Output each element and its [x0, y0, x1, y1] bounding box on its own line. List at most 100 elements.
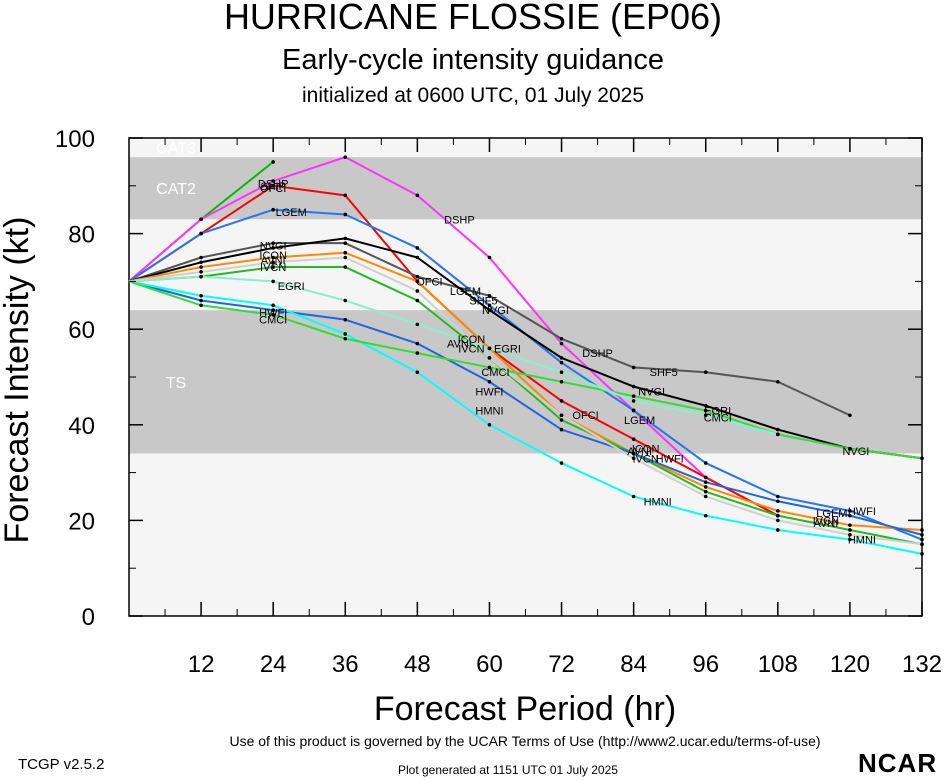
data-point — [920, 456, 924, 461]
y-tick-label: 60 — [68, 317, 95, 344]
data-point — [920, 537, 924, 542]
series-label-lgem: LGEM — [276, 207, 307, 219]
data-point — [559, 360, 564, 365]
series-line-nvgi — [128, 237, 923, 460]
series-label-lgem: LGEM — [816, 508, 847, 520]
y-tick-label: 0 — [82, 604, 95, 631]
data-point — [271, 255, 275, 260]
axes: 12 24 36 48 60 72 84 96 108 120 132 0 20 40 60 80 100 — [55, 126, 942, 678]
ncar-logo: NCAR — [858, 748, 938, 778]
series-label-hwfi: HWFI — [656, 453, 684, 465]
data-point — [631, 408, 636, 413]
series-label-shf5: SHF5 — [650, 367, 678, 379]
data-point — [415, 322, 420, 327]
series-points — [199, 155, 924, 556]
data-point — [343, 336, 348, 341]
data-point — [703, 475, 708, 480]
data-point — [631, 365, 636, 370]
x-tick-label: 120 — [830, 651, 870, 678]
data-point — [559, 427, 564, 432]
data-point — [776, 427, 780, 432]
series-labels: SHIPDSHPDSHPDSHPOFCIOFCIOFCILGEMLGEMLGEM… — [258, 178, 876, 546]
data-point — [199, 293, 203, 298]
data-point — [631, 456, 636, 461]
data-point — [703, 494, 708, 499]
data-point — [271, 279, 275, 284]
data-point — [271, 184, 275, 188]
data-point — [559, 341, 564, 346]
data-point — [776, 509, 780, 513]
x-axis-label: Forecast Period (hr) — [374, 690, 676, 728]
data-point — [703, 408, 708, 413]
series-label-hwfi: HWFI — [848, 506, 876, 518]
series-label-dshp: DSHP — [444, 214, 475, 226]
series-label-nvgi: NVGI — [260, 241, 287, 253]
data-point — [487, 356, 492, 360]
data-point — [559, 399, 564, 403]
data-point — [343, 332, 348, 336]
data-point — [703, 413, 708, 418]
data-point — [271, 160, 275, 164]
series-label-hwfi: HWFI — [475, 386, 503, 398]
data-point — [559, 413, 564, 418]
data-point — [343, 265, 348, 269]
data-point — [343, 250, 348, 255]
data-point — [271, 308, 275, 312]
data-point — [848, 528, 852, 532]
data-point — [271, 265, 275, 269]
data-point — [848, 509, 852, 513]
series-label-hwfi: HWFI — [259, 307, 287, 319]
chart-title: HURRICANE FLOSSIE (EP06) — [223, 0, 723, 37]
series-label-icon: ICON — [458, 334, 486, 346]
data-point — [199, 270, 203, 274]
series-label-ofci: OFCI — [572, 410, 598, 422]
data-point — [703, 489, 708, 494]
data-point — [848, 532, 852, 537]
data-point — [343, 236, 348, 241]
data-point — [703, 370, 708, 375]
data-point — [848, 513, 852, 518]
series-label-ofci: OFCI — [416, 276, 442, 288]
x-tick-label: 108 — [758, 651, 798, 678]
data-point — [703, 485, 708, 489]
data-point — [199, 298, 203, 303]
series-label-nvgi: NVGI — [842, 446, 869, 458]
series-line-hmni — [128, 280, 923, 555]
series-label-ofci: OFCI — [260, 183, 286, 195]
data-point — [631, 451, 636, 456]
series-label-egri: EGRI — [704, 405, 731, 417]
series-label-dshp: DSHP — [582, 348, 613, 360]
data-point — [920, 532, 924, 537]
series-label-egri: EGRI — [494, 343, 521, 355]
data-point — [415, 246, 420, 250]
data-point — [343, 155, 348, 159]
data-point — [415, 298, 420, 303]
data-point — [559, 418, 564, 422]
series-label-hmni: HMNI — [848, 535, 876, 547]
data-point — [199, 303, 203, 308]
series-label-ivcn: IVCN — [813, 515, 839, 527]
version-label: TCGP v2.5.2 — [18, 756, 105, 773]
data-point — [415, 341, 420, 346]
series-label-avni: AVNI — [261, 255, 286, 267]
data-point — [199, 217, 203, 222]
data-point — [776, 494, 780, 499]
data-point — [631, 384, 636, 389]
data-point — [703, 461, 708, 465]
data-point — [559, 461, 564, 465]
series-label-lgem: LGEM — [450, 286, 481, 298]
series-label-ivcn: IVCN — [458, 343, 484, 355]
x-tick-label: 132 — [902, 651, 942, 678]
data-point — [487, 308, 492, 312]
y-axis-label: Forecast Intensity (kt) — [0, 217, 36, 544]
data-point — [487, 423, 492, 427]
band-cat2 — [129, 157, 922, 220]
series-label-ivcn: IVCN — [260, 262, 286, 274]
data-point — [776, 379, 780, 384]
band-below-ts — [129, 453, 922, 616]
data-point — [199, 255, 203, 260]
y-tick-label: 20 — [68, 508, 95, 535]
data-point — [415, 274, 420, 279]
data-point — [776, 518, 780, 523]
